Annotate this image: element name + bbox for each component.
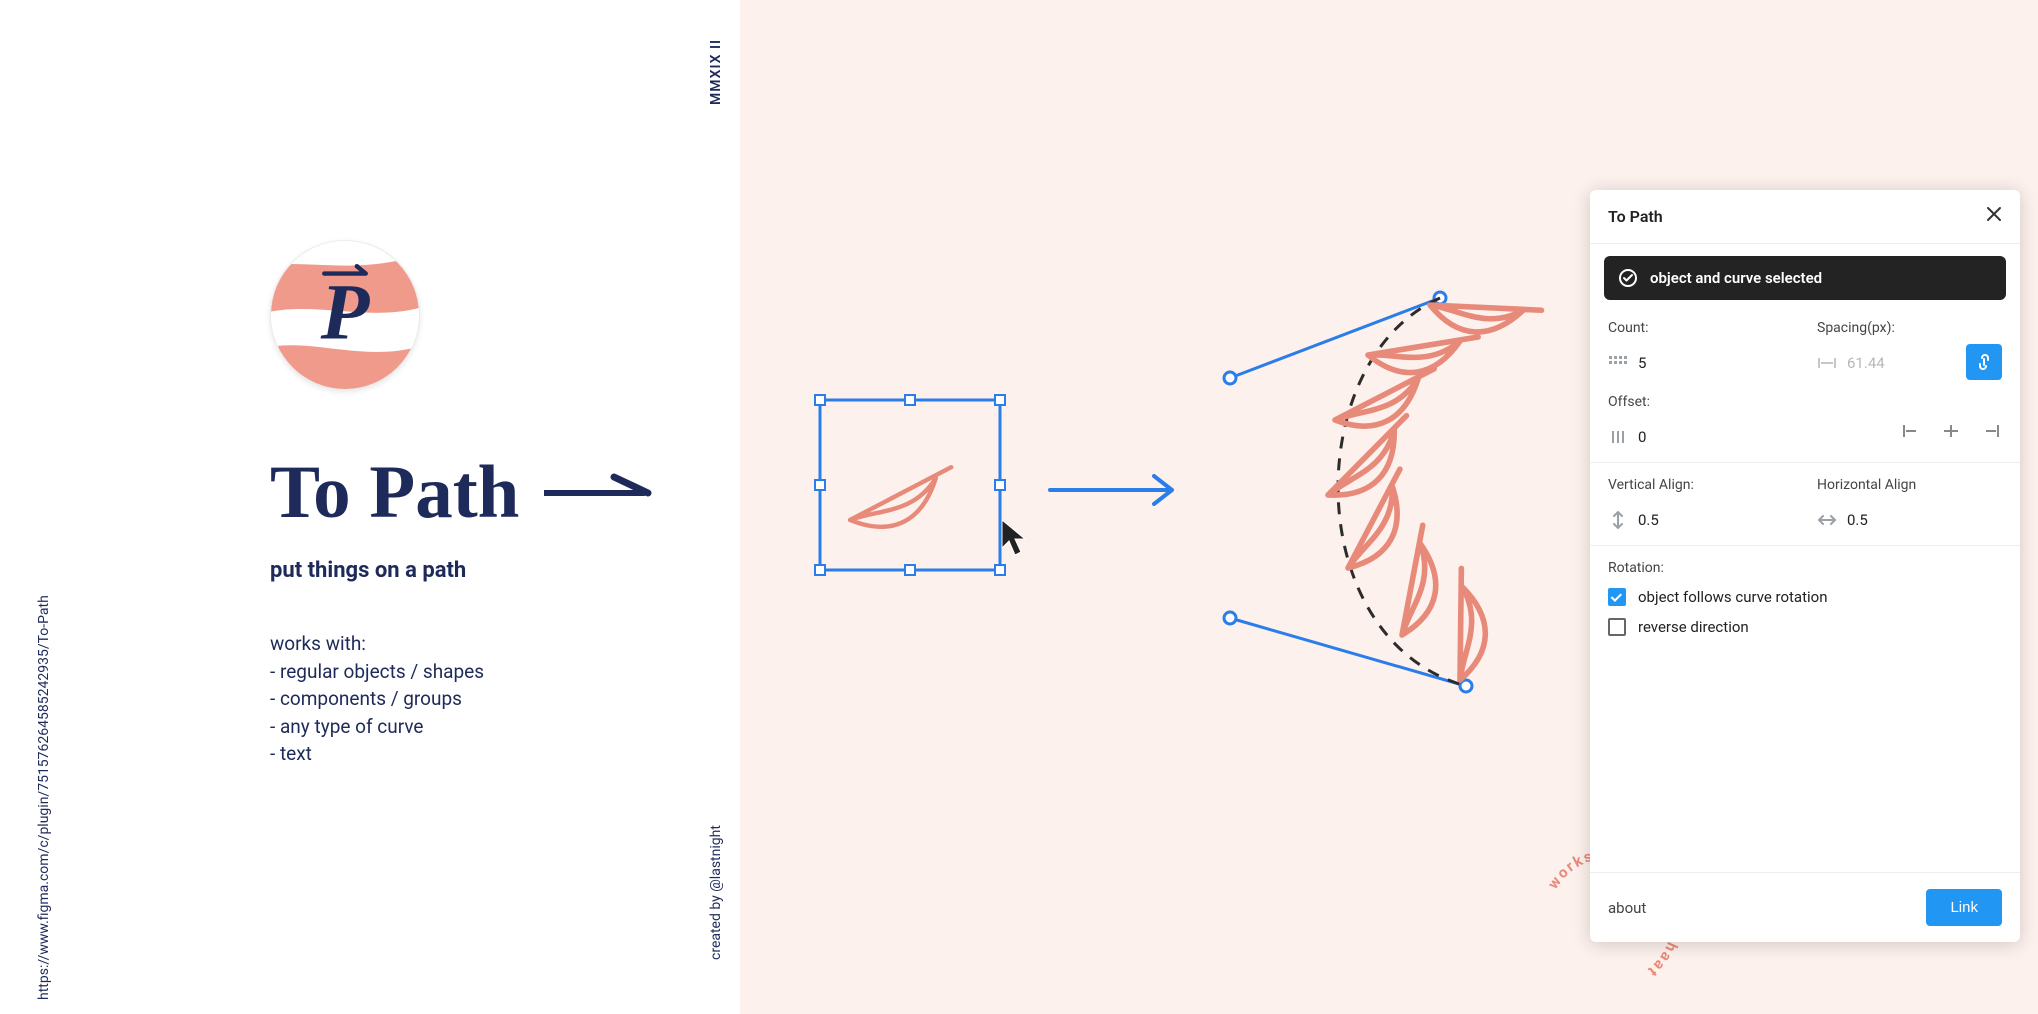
hero-title: To Path: [270, 450, 519, 536]
panel-title: To Path: [1608, 207, 1663, 226]
about-link[interactable]: about: [1608, 899, 1646, 917]
panel-footer: about Link: [1590, 872, 2020, 942]
reverse-direction-label: reverse direction: [1638, 618, 1749, 636]
valign-label: Vertical Align:: [1608, 477, 1793, 493]
link-toggle-button[interactable]: [1966, 344, 2002, 380]
align-center-button[interactable]: [1940, 420, 1962, 442]
cursor-icon: [1002, 520, 1025, 555]
status-pill: object and curve selected: [1604, 256, 2006, 300]
align-start-button[interactable]: [1900, 420, 1922, 442]
align-section: Vertical Align: 0.5 Horizontal Align: [1590, 463, 2020, 546]
offset-input[interactable]: 0: [1638, 428, 1646, 446]
selection-box[interactable]: [815, 395, 1005, 575]
spacing-label: Spacing(px):: [1817, 320, 1956, 336]
rotation-label: Rotation:: [1608, 560, 2002, 576]
grid-icon: [1608, 353, 1628, 373]
link-icon: [1975, 353, 1993, 371]
halign-input[interactable]: 0.5: [1847, 511, 1868, 529]
plugin-url: https://www.figma.com/c/plugin/751576264…: [36, 595, 52, 1000]
works-with-label: works with:: [270, 630, 484, 658]
valign-input[interactable]: 0.5: [1638, 511, 1659, 529]
count-input[interactable]: 5: [1638, 354, 1646, 372]
arrow-right-icon: [1050, 476, 1172, 504]
offset-icon: [1608, 427, 1628, 447]
halign-label: Horizontal Align: [1817, 477, 2002, 493]
vertical-align-icon: [1608, 510, 1628, 530]
works-item: - text: [270, 740, 484, 768]
link-button[interactable]: Link: [1926, 889, 2002, 926]
status-row: object and curve selected: [1590, 244, 2020, 306]
works-item: - regular objects / shapes: [270, 658, 484, 686]
result-curve-group: [1224, 261, 1542, 692]
plugin-logo: P: [270, 240, 420, 390]
hero-title-row: To Path: [270, 450, 664, 536]
offset-align-buttons: [1900, 420, 2002, 454]
align-end-button[interactable]: [1980, 420, 2002, 442]
panel-header: To Path: [1590, 190, 2020, 244]
follows-rotation-label: object follows curve rotation: [1638, 588, 1828, 606]
horizontal-align-icon: [1817, 510, 1837, 530]
credit-text: created by @lastnight: [708, 825, 724, 960]
hero-panel: P To Path put things on a path works wit…: [75, 0, 740, 1014]
hero-subtitle: put things on a path: [270, 558, 466, 583]
rotation-section: Rotation: object follows curve rotation …: [1590, 546, 2020, 644]
spacing-input[interactable]: 61.44: [1847, 354, 1885, 372]
demo-canvas: works with text too whaat P To Path obje…: [740, 0, 2038, 1014]
works-item: - components / groups: [270, 685, 484, 713]
year-mark: MMXIX II: [708, 39, 724, 105]
follows-rotation-checkbox[interactable]: [1608, 588, 1626, 606]
svg-text:P: P: [320, 269, 371, 357]
check-circle-icon: [1618, 268, 1638, 288]
count-label: Count:: [1608, 320, 1793, 336]
count-spacing-section: Count: 5 Spacing(px):: [1590, 306, 2020, 463]
spacing-icon: [1817, 353, 1837, 373]
close-icon[interactable]: [1986, 206, 2002, 227]
offset-label: Offset:: [1608, 394, 2002, 410]
reverse-direction-checkbox[interactable]: [1608, 618, 1626, 636]
works-item: - any type of curve: [270, 713, 484, 741]
status-text: object and curve selected: [1650, 269, 1822, 287]
works-with-list: works with: - regular objects / shapes -…: [270, 630, 484, 768]
plugin-panel: To Path object and curve selected Count:: [1590, 190, 2020, 942]
arrow-icon: [544, 473, 664, 513]
